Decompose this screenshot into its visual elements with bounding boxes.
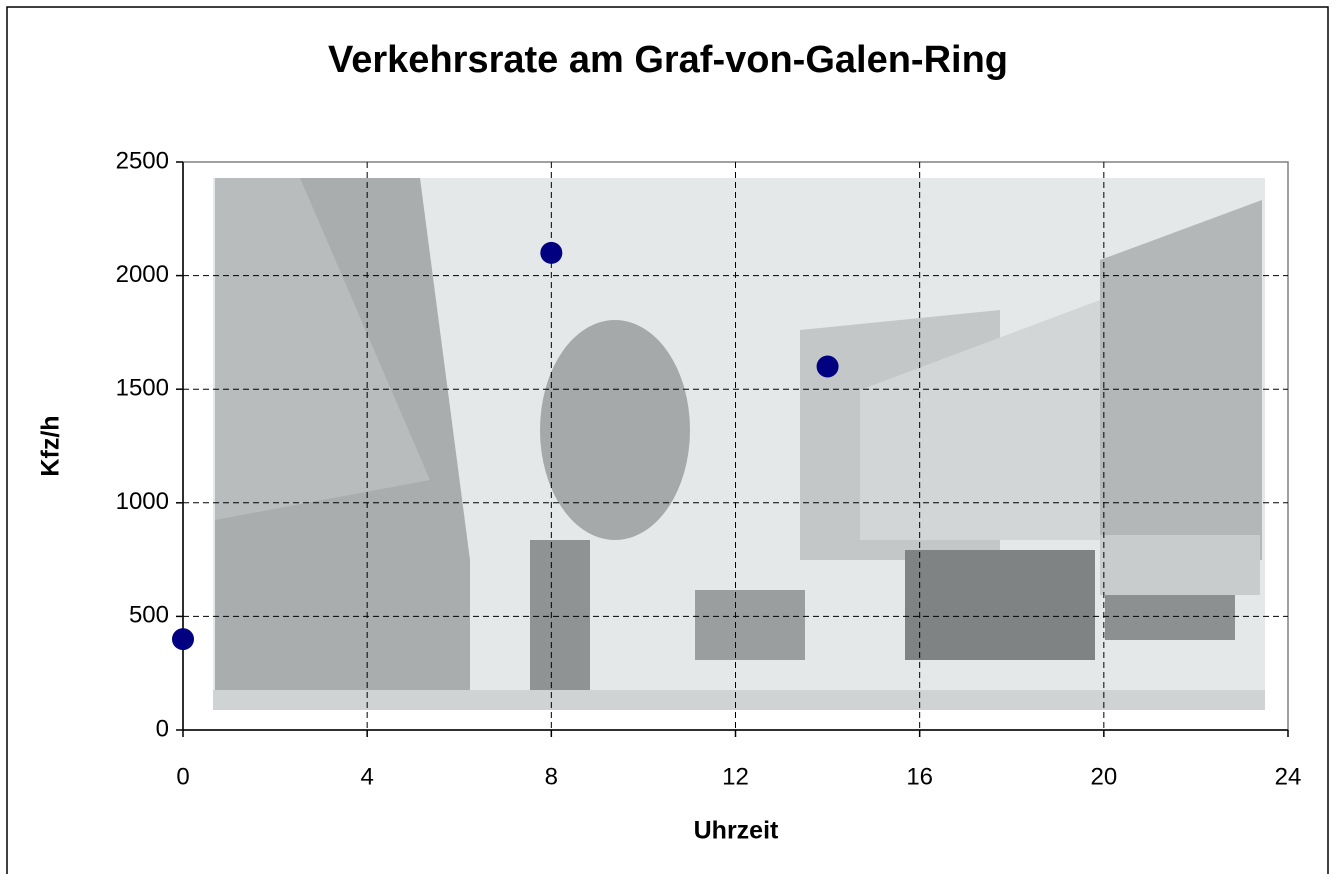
point <box>540 241 563 264</box>
y-tick-label: 1000 <box>116 488 169 515</box>
chart-title: Verkehrsrate am Graf-von-Galen-Ring <box>328 39 1008 81</box>
x-tick-label: 24 <box>1275 763 1302 790</box>
y-axis-label: Kfz/h <box>37 415 65 476</box>
x-tick-label: 4 <box>360 763 373 790</box>
x-axis-label: Uhrzeit <box>694 817 779 845</box>
y-tick-label: 500 <box>129 602 169 629</box>
x-tick-label: 20 <box>1090 763 1117 790</box>
y-tick-label: 2000 <box>116 261 169 288</box>
y-tick-label: 1500 <box>116 375 169 402</box>
x-tick-label: 16 <box>906 763 933 790</box>
x-tick-label: 0 <box>176 763 189 790</box>
y-tick-label: 2500 <box>116 147 169 174</box>
point <box>816 355 839 378</box>
x-tick-label: 12 <box>722 763 749 790</box>
point <box>172 628 194 651</box>
background-photo <box>213 178 1265 710</box>
y-tick-label: 0 <box>156 715 169 742</box>
x-tick-label: 8 <box>545 763 558 790</box>
